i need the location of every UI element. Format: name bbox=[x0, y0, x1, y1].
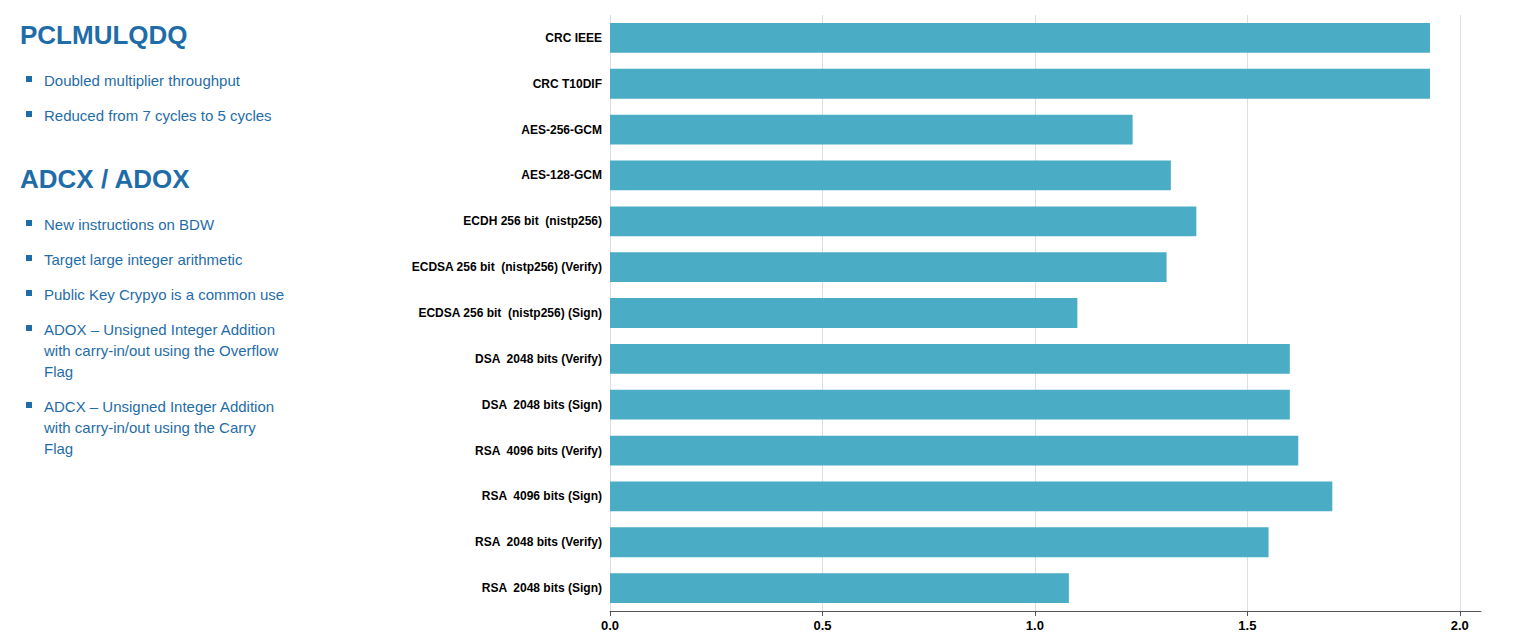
svg-text:Reduced from 7 cycles to 5 cyc: Reduced from 7 cycles to 5 cycles bbox=[44, 107, 272, 124]
svg-text:ECDSA 256 bit (nistp256) (Ver: ECDSA 256 bit (nistp256) (Verify) bbox=[412, 260, 602, 274]
svg-text:DSA 2048 bits (Verify): DSA 2048 bits (Verify) bbox=[475, 352, 602, 366]
svg-text:CRC T10DIF: CRC T10DIF bbox=[533, 77, 602, 91]
svg-text:AES-256-GCM: AES-256-GCM bbox=[521, 123, 602, 137]
svg-text:Flag: Flag bbox=[44, 363, 73, 380]
svg-text:with carry-in/out using the Ov: with carry-in/out using the Overflow bbox=[43, 342, 278, 359]
svg-text:0.5: 0.5 bbox=[813, 618, 831, 633]
svg-text:DSA 2048 bits (Sign): DSA 2048 bits (Sign) bbox=[482, 398, 602, 412]
svg-text:0.0: 0.0 bbox=[601, 618, 619, 633]
svg-text:ECDH 256 bit (nistp256): ECDH 256 bit (nistp256) bbox=[463, 214, 602, 228]
svg-text:with carry-in/out using the Ca: with carry-in/out using the Carry bbox=[43, 419, 256, 436]
svg-text:Public Key Crypyo is a common: Public Key Crypyo is a common use bbox=[44, 286, 284, 303]
svg-text:RSA 2048 bits (Verify): RSA 2048 bits (Verify) bbox=[475, 535, 602, 549]
svg-text:ADCX – Unsigned Integer Additi: ADCX – Unsigned Integer Addition bbox=[44, 398, 274, 415]
svg-text:RSA 4096 bits (Sign): RSA 4096 bits (Sign) bbox=[482, 489, 602, 503]
svg-text:New instructions on BDW: New instructions on BDW bbox=[44, 216, 215, 233]
svg-text:AES-128-GCM: AES-128-GCM bbox=[521, 168, 602, 182]
svg-text:CRC IEEE: CRC IEEE bbox=[545, 31, 602, 45]
svg-text:Target large integer arithmeti: Target large integer arithmetic bbox=[44, 251, 243, 268]
svg-text:ADCX / ADOX: ADCX / ADOX bbox=[20, 164, 190, 194]
svg-text:Doubled multiplier throughput: Doubled multiplier throughput bbox=[44, 72, 241, 89]
svg-text:PCLMULQDQ: PCLMULQDQ bbox=[20, 20, 188, 50]
svg-text:1.5: 1.5 bbox=[1238, 618, 1256, 633]
svg-text:RSA 2048 bits (Sign): RSA 2048 bits (Sign) bbox=[482, 581, 602, 595]
svg-text:RSA 4096 bits (Verify): RSA 4096 bits (Verify) bbox=[475, 444, 602, 458]
svg-text:2.0: 2.0 bbox=[1451, 618, 1469, 633]
svg-text:Flag: Flag bbox=[44, 440, 73, 457]
svg-text:ADOX – Unsigned Integer Additi: ADOX – Unsigned Integer Addition bbox=[44, 321, 275, 338]
svg-text:ECDSA 256 bit (nistp256) (Sig: ECDSA 256 bit (nistp256) (Sign) bbox=[418, 306, 602, 320]
svg-text:1.0: 1.0 bbox=[1026, 618, 1044, 633]
